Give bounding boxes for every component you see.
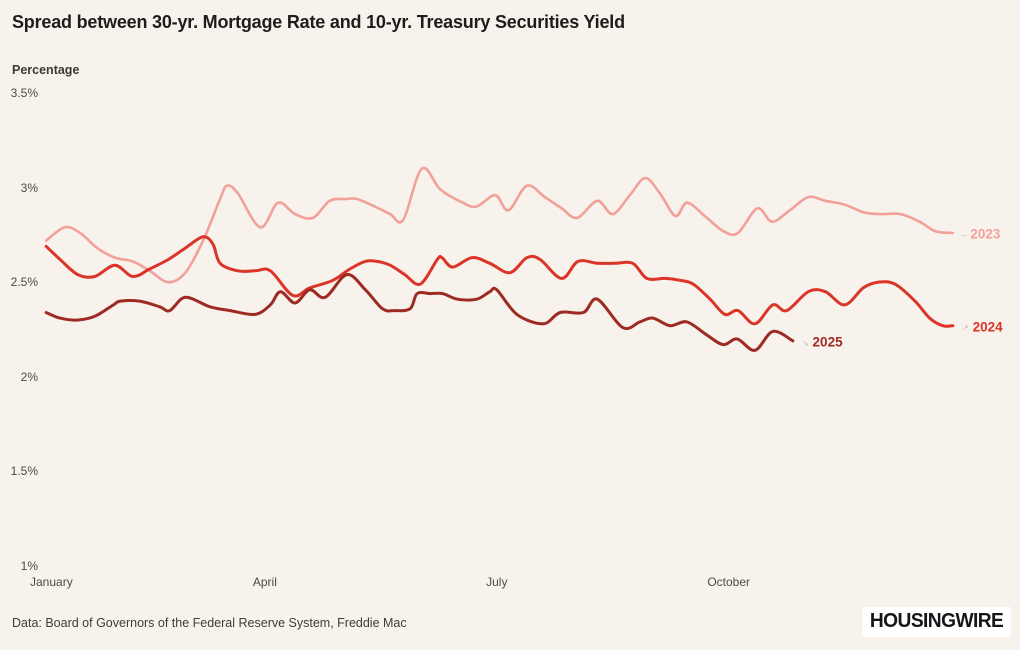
line-series-2023 [44,166,955,284]
x-tick-label: October [707,575,751,589]
line-series-2025 [44,273,795,352]
data-source-note: Data: Board of Governors of the Federal … [12,616,407,630]
housingwire-logo: HOUSINGWIRE [862,607,1011,637]
line-series-2024 [44,235,955,328]
trend-marker-icon: – [961,230,967,240]
trend-marker-icon: ↘ [801,338,809,348]
series-label-2025: ↘ 2025 [802,334,843,349]
y-tick-label: 3.5% [10,86,38,100]
series-year-text: 2023 [970,226,1001,242]
y-tick-label: 2.5% [10,275,38,290]
series-year-text: 2024 [972,319,1003,335]
y-axis-title: Percentage [12,63,80,77]
y-tick-label: 2% [20,369,38,384]
x-tick-label: July [486,575,508,589]
x-tick-label: April [252,575,277,589]
x-tick-label: January [30,575,73,589]
trend-marker-icon: ↗ [961,323,969,333]
series-label-2024: ↗ 2024 [962,319,1003,334]
y-tick-label: 1.5% [10,464,38,479]
y-tick-label: 3% [20,180,38,195]
series-year-text: 2025 [812,334,843,350]
y-tick-label: 1% [20,559,38,573]
chart-title: Spread between 30-yr. Mortgage Rate and … [12,12,625,32]
series-label-2023: –2023 [962,227,1001,242]
